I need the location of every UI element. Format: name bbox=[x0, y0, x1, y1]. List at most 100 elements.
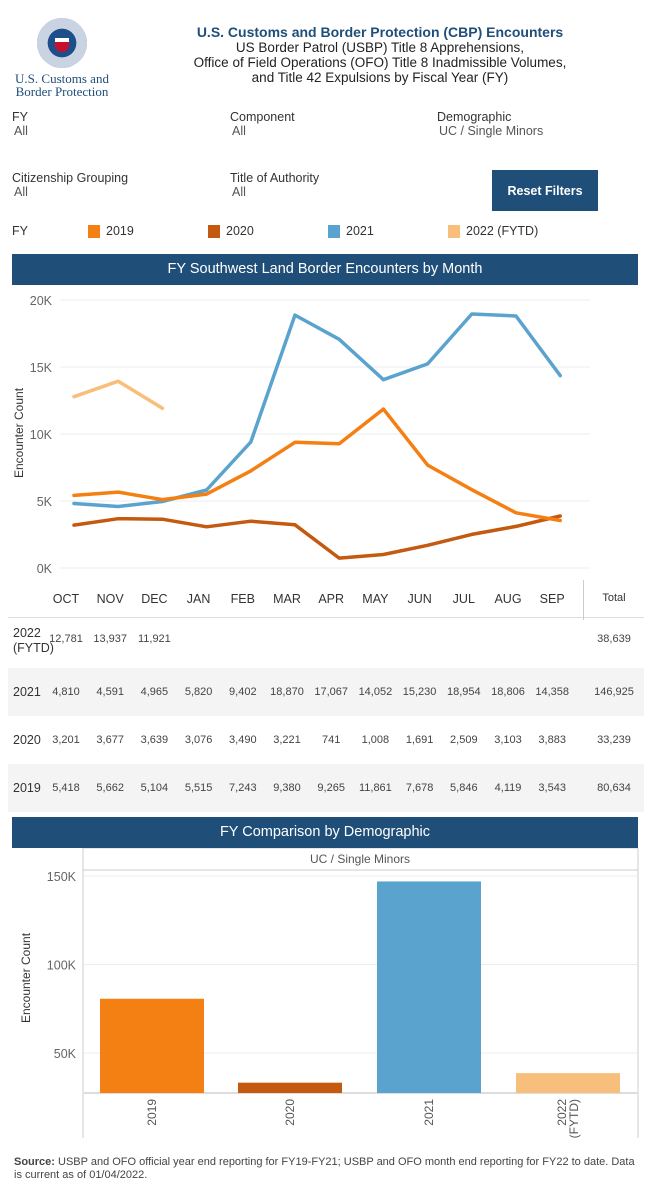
filter-component-label: Component bbox=[230, 110, 295, 124]
line-point[interactable] bbox=[470, 532, 474, 536]
line-point[interactable] bbox=[72, 493, 76, 497]
table-column-header: APR bbox=[318, 592, 345, 606]
table-cell: 17,067 bbox=[314, 686, 349, 698]
table-row-year: 2020 bbox=[13, 733, 41, 747]
line-chart-y-tick: 0K bbox=[37, 562, 53, 576]
filter-component-value[interactable]: All bbox=[232, 124, 246, 138]
line-point[interactable] bbox=[426, 463, 430, 467]
table-row: 2020 3,201 3,677 3,639 3,076 3,490 3,221 741 1,0… bbox=[8, 716, 644, 764]
line-point[interactable] bbox=[205, 492, 209, 496]
table-cell: 13,937 bbox=[93, 633, 128, 645]
line-point[interactable] bbox=[381, 552, 385, 556]
bar-2021[interactable] bbox=[377, 881, 481, 1093]
line-point[interactable] bbox=[249, 469, 253, 473]
line-point[interactable] bbox=[72, 395, 76, 399]
bar-2020[interactable] bbox=[238, 1082, 342, 1093]
table-cell: 14,052 bbox=[358, 686, 393, 698]
filter-title-authority-label: Title of Authority bbox=[230, 171, 320, 185]
source-label: Source: bbox=[14, 1156, 55, 1168]
line-point[interactable] bbox=[426, 543, 430, 547]
bar-chart-y-tick: 150K bbox=[47, 870, 77, 884]
table-column-header: AUG bbox=[494, 592, 522, 606]
filter-title-authority-value[interactable]: All bbox=[232, 185, 246, 199]
line-point[interactable] bbox=[337, 442, 341, 446]
table-column-header: JAN bbox=[186, 592, 211, 606]
line-point[interactable] bbox=[116, 504, 120, 508]
legend-item-2020[interactable]: 2020 bbox=[208, 224, 254, 238]
bar-2022-fytd[interactable] bbox=[516, 1073, 620, 1093]
line-point[interactable] bbox=[116, 490, 120, 494]
bar-chart-x-label: 2020 bbox=[283, 1099, 297, 1126]
line-series-2021[interactable] bbox=[72, 312, 562, 509]
cbp-seal-icon bbox=[37, 18, 87, 68]
legend-item-2021[interactable]: 2021 bbox=[328, 224, 374, 238]
legend-item-2022[interactable]: 2022 (FYTD) bbox=[448, 224, 538, 238]
line-point[interactable] bbox=[160, 517, 164, 521]
legend-swatch-2021 bbox=[328, 224, 340, 238]
line-point[interactable] bbox=[116, 517, 120, 521]
line-point[interactable] bbox=[337, 337, 341, 341]
filter-citizenship-value[interactable]: All bbox=[14, 185, 28, 199]
line-point[interactable] bbox=[160, 406, 164, 410]
table-cell: 1,008 bbox=[361, 734, 390, 746]
line-series-2019[interactable] bbox=[72, 407, 562, 523]
table-column-header: Total bbox=[602, 592, 626, 604]
line-point[interactable] bbox=[249, 440, 253, 444]
table-row-year: 2019 bbox=[13, 781, 41, 795]
filter-fy-value[interactable]: All bbox=[14, 124, 28, 138]
table-cell: 7,678 bbox=[405, 782, 434, 794]
table-cell: 3,639 bbox=[140, 734, 169, 746]
line-point[interactable] bbox=[558, 374, 562, 378]
line-point[interactable] bbox=[514, 524, 518, 528]
table-cell: 5,515 bbox=[184, 782, 213, 794]
filter-title-authority[interactable]: Title of Authority All bbox=[230, 171, 319, 199]
table-row-year: 2022 (FYTD) bbox=[13, 626, 54, 655]
bar-chart-y-tick: 100K bbox=[47, 959, 77, 973]
source-text: USBP and OFO official year end reporting… bbox=[14, 1156, 635, 1181]
filter-component[interactable]: Component All bbox=[230, 110, 295, 138]
table-cell: 3,103 bbox=[494, 734, 522, 746]
line-point[interactable] bbox=[558, 514, 562, 518]
line-point[interactable] bbox=[470, 488, 474, 492]
table-row: 2019 5,418 5,662 5,104 5,515 7,243 9,380 9,265 1… bbox=[8, 764, 644, 812]
line-point[interactable] bbox=[249, 519, 253, 523]
line-point[interactable] bbox=[72, 523, 76, 527]
legend-item-2019[interactable]: 2019 bbox=[88, 224, 134, 238]
line-point[interactable] bbox=[381, 378, 385, 382]
table-column-header: JUL bbox=[452, 592, 475, 606]
filter-demographic[interactable]: Demographic UC / Single Minors bbox=[437, 110, 543, 138]
table-cell-total: 146,925 bbox=[594, 686, 634, 698]
line-point[interactable] bbox=[514, 511, 518, 515]
reset-filters-button[interactable]: Reset Filters bbox=[492, 170, 598, 211]
table-cell: 2,509 bbox=[450, 734, 478, 746]
line-series-2020[interactable] bbox=[72, 514, 562, 560]
table-column-header: OCT bbox=[52, 592, 80, 606]
line-point[interactable] bbox=[293, 440, 297, 444]
line-point[interactable] bbox=[205, 525, 209, 529]
table-cell: 4,119 bbox=[494, 782, 522, 794]
filter-citizenship[interactable]: Citizenship Grouping All bbox=[12, 171, 128, 199]
line-chart-y-tick: 10K bbox=[30, 428, 53, 442]
line-point[interactable] bbox=[293, 313, 297, 317]
page-title: U.S. Customs and Border Protection (CBP)… bbox=[196, 24, 564, 40]
line-point[interactable] bbox=[558, 519, 562, 523]
line-point[interactable] bbox=[116, 379, 120, 383]
line-chart-y-tick: 20K bbox=[30, 294, 53, 308]
line-point[interactable] bbox=[381, 407, 385, 411]
table-column-header: DEC bbox=[141, 592, 168, 606]
logo-line-1: U.S. Customs and bbox=[15, 71, 109, 86]
table-cell: 12,781 bbox=[49, 633, 83, 645]
bar-2019[interactable] bbox=[100, 998, 204, 1093]
line-point[interactable] bbox=[426, 362, 430, 366]
line-point[interactable] bbox=[205, 488, 209, 492]
line-point[interactable] bbox=[293, 523, 297, 527]
line-point[interactable] bbox=[337, 556, 341, 560]
line-point[interactable] bbox=[514, 314, 518, 318]
filter-fy[interactable]: FY All bbox=[12, 110, 28, 138]
line-point[interactable] bbox=[72, 502, 76, 506]
filter-demographic-value[interactable]: UC / Single Minors bbox=[439, 124, 544, 138]
line-point[interactable] bbox=[160, 498, 164, 502]
line-series-2022-fytd[interactable] bbox=[72, 379, 165, 411]
filter-fy-label: FY bbox=[12, 110, 28, 124]
line-point[interactable] bbox=[470, 312, 474, 316]
